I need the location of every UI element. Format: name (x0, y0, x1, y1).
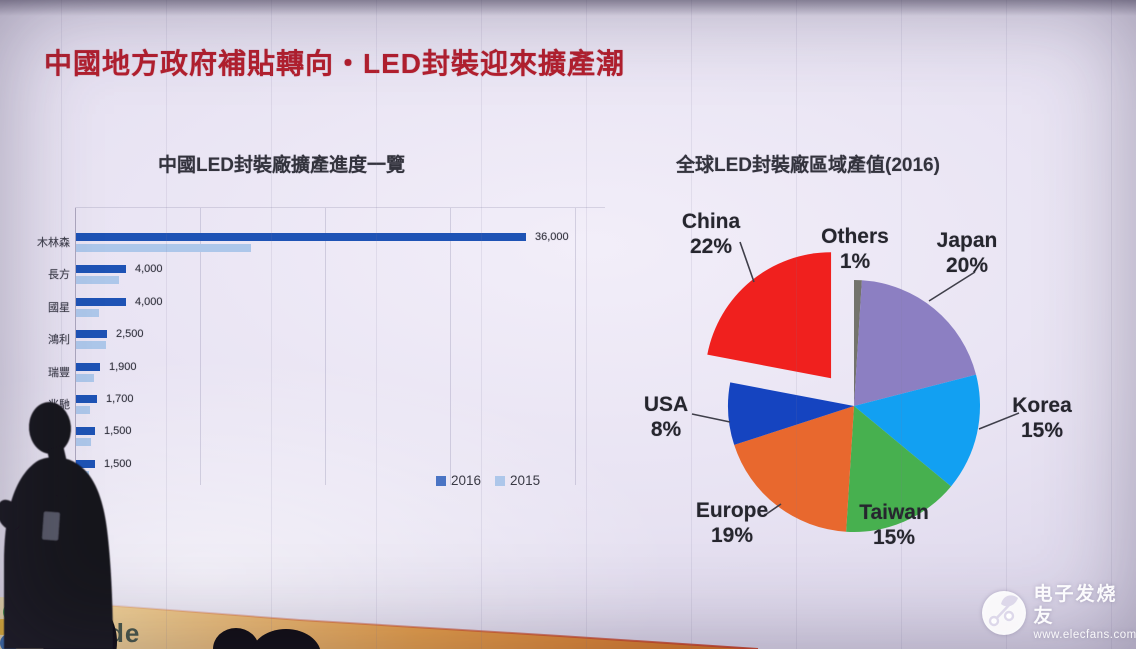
pie-leader-line-europe (764, 503, 782, 516)
bar-category-label: 鴻利 (48, 334, 70, 347)
pie-label-percent: 20% (945, 254, 989, 277)
audience-head (251, 629, 321, 649)
footer-band-edge (0, 596, 759, 649)
bar-2015-row7 (76, 438, 91, 447)
elecfans-brand-text: 电子发烧友 (1033, 584, 1118, 627)
pie-label-name: Europe (695, 499, 769, 522)
bar-category-label: 瑞豐 (48, 366, 70, 379)
pie-slice-others (854, 280, 862, 406)
conference-badge (42, 511, 60, 541)
pie-leader-line-china (739, 241, 755, 283)
pie-label-name: Taiwan (859, 501, 929, 524)
pie-label-japan: Japan 20% (912, 228, 1022, 278)
legend-swatch-2016 (436, 475, 446, 486)
pie-label-percent: 19% (710, 524, 754, 547)
bar-chart-axis-line (75, 208, 76, 485)
pie-label-taiwan: Taiwan 15% (839, 500, 949, 550)
bar-2015-瑞豐 (76, 373, 94, 382)
photo-top-shade (0, 0, 1136, 16)
legend-swatch-2015 (495, 475, 506, 486)
bar-value-label: 1,500 (104, 425, 132, 438)
legend-item-2016: 2016 (436, 473, 481, 488)
pie-label-percent: 8% (650, 418, 682, 441)
bar-value-label: 4,000 (135, 263, 163, 276)
bar-2016-鴻利 (76, 330, 107, 339)
bar-2015-木林森 (76, 244, 251, 252)
bar-value-label: 1,700 (106, 393, 134, 405)
bar-chart-gridline (450, 208, 451, 485)
bar-value-label: 1,500 (104, 457, 132, 470)
pie-label-korea: Korea 15% (987, 393, 1097, 443)
pie-slice-japan (854, 280, 977, 406)
bar-2016-木林森 (76, 233, 526, 241)
pie-label-europe: Europe 19% (677, 498, 787, 548)
bar-value-label: 4,000 (135, 295, 163, 308)
bar-2016-瑞豐 (76, 362, 100, 371)
pie-label-name: Others (821, 225, 889, 248)
pie-chart (691, 241, 1020, 532)
bar-chart-top-border (75, 207, 605, 208)
bar-category-label: 長方 (48, 269, 70, 282)
presenter-head (28, 402, 72, 454)
bar-2015-兆馳 (76, 406, 90, 414)
pie-label-usa: USA 8% (611, 392, 721, 442)
bar-value-label: 1,900 (109, 360, 137, 373)
legend-label-2015: 2015 (510, 473, 541, 488)
elecfans-url-text: www.elecfans.com (1033, 629, 1136, 641)
presenter-silhouette (0, 402, 113, 649)
presenter-left-hand (0, 499, 22, 531)
pie-label-name: Japan (936, 229, 998, 252)
pie-slice-europe (734, 406, 854, 532)
bar-2016-row7 (76, 427, 95, 436)
elecfans-logo-icon (982, 591, 1026, 635)
pie-label-name: China (681, 210, 741, 233)
pie-label-percent: 15% (1020, 419, 1064, 442)
elecfans-watermark: 电子发烧友 www.elecfans.com (980, 584, 1136, 642)
footer-band-shape (0, 597, 758, 649)
bar-category-label: 木林森 (37, 237, 70, 249)
slide-title: 中國地方政府補貼轉向・LED封裝迎來擴產潮 (44, 48, 626, 79)
pie-slice-china (707, 252, 832, 379)
audience-head (213, 628, 259, 649)
pie-leader-line-usa (691, 413, 731, 423)
pie-label-name: USA (643, 393, 689, 416)
presenter-hand (51, 475, 73, 497)
bar-chart-title: 中國LED封裝廠擴產進度一覽 (158, 155, 406, 176)
pie-label-percent: 1% (839, 250, 871, 273)
pie-chart-title: 全球LED封裝廠區域產值(2016) (676, 155, 940, 176)
bar-2015-國星 (76, 308, 99, 317)
pie-slice-taiwan (846, 406, 952, 532)
bar-2015-鴻利 (76, 341, 106, 350)
legend-item-2015: 2015 (495, 473, 540, 488)
bar-value-label: 36,000 (535, 231, 569, 243)
bar-2016-row8 (76, 459, 95, 468)
pie-leader-line-japan (928, 271, 976, 302)
pie-label-name: Korea (1012, 394, 1072, 417)
legend-label-2016: 2016 (451, 473, 482, 488)
presenter-body (4, 457, 113, 649)
pie-slice-korea (854, 374, 980, 487)
bar-2016-兆馳 (76, 395, 97, 403)
pie-slice-usa (728, 382, 854, 445)
pie-label-china: China 22% (656, 209, 766, 259)
bar-chart-gridline (200, 208, 201, 485)
bar-value-label: 2,500 (116, 328, 144, 341)
bar-chart-gridline (575, 208, 576, 485)
bar-chart-gridline (325, 208, 326, 485)
bar-2016-長方 (76, 265, 126, 274)
pie-label-percent: 22% (689, 235, 733, 258)
pie-leader-line-korea (978, 412, 1020, 430)
bar-category-label: 國星 (48, 301, 70, 314)
bar-2015-長方 (76, 276, 119, 285)
pie-label-others: Others 1% (800, 224, 910, 274)
bar-2016-國星 (76, 297, 126, 306)
bar-chart-legend: 2016 2015 (436, 473, 540, 488)
pie-label-percent: 15% (872, 526, 916, 549)
